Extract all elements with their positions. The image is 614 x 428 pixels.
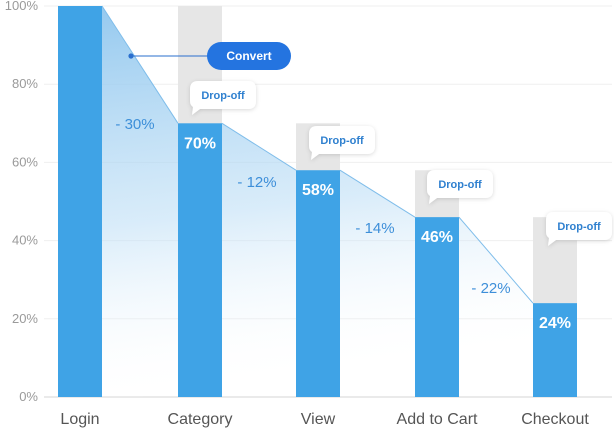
bar <box>178 123 222 398</box>
drop-off-bubble-label: Drop-off <box>201 90 245 102</box>
bar-value-label: 70% <box>184 135 216 152</box>
y-tick-label: 0% <box>19 389 38 404</box>
drop-off-bubble-shape <box>190 81 256 115</box>
x-tick-label: Category <box>168 411 233 428</box>
convert-pill <box>207 42 291 70</box>
drop-off-bubble-shape <box>427 170 493 204</box>
bar <box>296 170 340 397</box>
y-tick-label: 40% <box>12 233 38 248</box>
x-tick-label: Checkout <box>521 411 589 428</box>
drop-off-bubble <box>546 212 612 246</box>
y-tick-label: 100% <box>5 0 39 13</box>
drop-off-bubble <box>309 126 375 160</box>
x-tick-label: Add to Cart <box>397 411 478 428</box>
convert-label: Convert <box>226 49 271 63</box>
drop-percentage-label: - 14% <box>355 220 394 237</box>
bar <box>58 6 102 397</box>
drop-percentage-label: - 12% <box>237 174 276 191</box>
drop-off-bubble-label: Drop-off <box>320 135 364 147</box>
y-tick-label: 20% <box>12 311 38 326</box>
drop-percentage-label: - 30% <box>115 116 154 133</box>
drop-off-bubble <box>190 81 256 115</box>
drop-off-bubble-shape <box>309 126 375 160</box>
drop-off-bubble-shape <box>546 212 612 246</box>
y-tick-label: 60% <box>12 154 38 169</box>
bar-value-label: 24% <box>539 315 571 332</box>
drop-off-bubble-label: Drop-off <box>438 179 482 191</box>
bar-value-label: 46% <box>421 229 453 246</box>
y-tick-label: 80% <box>12 76 38 91</box>
bar <box>533 303 577 397</box>
bar <box>415 217 459 397</box>
x-tick-label: Login <box>60 411 99 428</box>
drop-off-bubble-label: Drop-off <box>557 221 601 233</box>
drop-percentage-label: - 22% <box>471 280 510 297</box>
x-tick-label: View <box>301 411 336 428</box>
labels: 0% 20% 40% 60% 80% 100% Login 70% Category 58% Vie… <box>5 0 612 428</box>
bar-value-label: 58% <box>302 182 334 199</box>
drop-off-bubble <box>427 170 493 204</box>
bars <box>58 6 577 398</box>
